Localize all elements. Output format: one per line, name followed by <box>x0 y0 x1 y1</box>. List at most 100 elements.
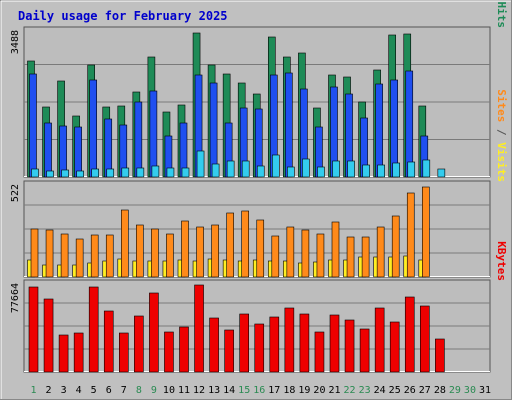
chart-title: Daily usage for February 2025 <box>18 9 228 23</box>
kbytes-bar <box>239 313 249 373</box>
pages-bar <box>106 168 115 178</box>
files-bar <box>104 118 113 178</box>
files-bar <box>390 79 399 178</box>
sites-bar <box>316 233 325 278</box>
files-bar <box>89 79 97 178</box>
panel-hits-files-pages-ymax-label: 3488 <box>10 30 21 54</box>
files-bar <box>134 101 143 178</box>
sites-bar <box>181 220 189 278</box>
day-label: 3 <box>61 385 67 396</box>
pages-bar <box>196 150 205 178</box>
day-label: 9 <box>151 385 157 396</box>
pages-bar <box>211 163 220 178</box>
day-label: 29 <box>449 385 461 396</box>
pages-bar <box>332 160 340 178</box>
series-label-part: Sites <box>495 89 508 122</box>
pages-bar <box>91 168 99 178</box>
kbytes-bar <box>43 298 54 373</box>
day-label: 17 <box>268 385 280 396</box>
kbytes-bar <box>134 315 144 373</box>
day-label: 12 <box>193 385 205 396</box>
sites-bar <box>241 210 249 278</box>
kbytes-bar <box>179 326 189 373</box>
files-bar <box>285 72 293 178</box>
pages-bar <box>46 170 54 178</box>
sites-bar <box>196 226 204 278</box>
sites-bar <box>406 192 415 278</box>
sites-bar <box>166 233 174 278</box>
files-bar <box>149 90 158 178</box>
day-label: 21 <box>328 385 340 396</box>
sites-bar <box>90 234 99 278</box>
pages-bar <box>362 164 370 178</box>
pages-bar <box>392 162 401 178</box>
kbytes-bar <box>58 334 69 373</box>
pages-bar <box>61 169 69 178</box>
pages-bar <box>347 160 355 178</box>
day-label: 28 <box>434 385 446 396</box>
pages-bar <box>121 167 130 178</box>
pages-bar <box>181 167 190 178</box>
kbytes-bar <box>374 307 385 373</box>
sites-bar <box>376 226 385 278</box>
sites-bar <box>105 234 114 278</box>
sites-bar <box>286 226 295 278</box>
files-bar <box>375 83 383 178</box>
day-label: 30 <box>464 385 476 396</box>
day-label: 8 <box>136 385 142 396</box>
kbytes-bar <box>314 331 325 373</box>
kbytes-bar <box>404 296 415 373</box>
sites-bar <box>301 229 310 278</box>
kbytes-bar <box>73 332 84 373</box>
day-label: 5 <box>91 385 97 396</box>
series-label-part: / <box>495 122 508 142</box>
kbytes-bar <box>284 307 295 373</box>
kbytes-bar <box>435 338 445 373</box>
chart-panels: 3488 Pages / Files / Hits 522 Sites / Visit… <box>10 0 508 373</box>
day-label: 2 <box>46 385 52 396</box>
kbytes-bar <box>88 286 99 373</box>
sites-bar <box>346 236 355 278</box>
day-label: 10 <box>163 385 175 396</box>
files-bar <box>74 126 82 178</box>
sites-bar <box>331 221 340 278</box>
sites-bar <box>361 236 370 278</box>
pages-bar <box>241 160 250 178</box>
day-label: 23 <box>359 385 371 396</box>
sites-bar <box>136 224 144 278</box>
series-label-part: Visits <box>495 142 508 182</box>
day-axis-labels: 1 2 3 4 5 6 7 8 9 10 11 12 13 14 15 16 17 18 19 20 21 22 23 24 2… <box>30 385 491 396</box>
pages-bar <box>271 154 280 178</box>
day-label: 6 <box>106 385 112 396</box>
series-label-part: Hits <box>495 2 508 29</box>
kbytes-bar <box>149 292 159 373</box>
kbytes-bar <box>194 284 204 373</box>
pages-bar <box>151 165 160 178</box>
sites-bar <box>226 212 234 278</box>
kbytes-bar <box>329 314 340 373</box>
day-label: 19 <box>298 385 310 396</box>
kbytes-bar <box>164 331 174 373</box>
kbytes-bar <box>103 310 114 373</box>
day-label: 25 <box>389 385 401 396</box>
pages-bar <box>226 160 235 178</box>
sites-bar <box>211 224 219 278</box>
pages-bar <box>302 158 310 178</box>
pages-bar <box>287 166 295 178</box>
sites-bar <box>60 233 69 278</box>
day-label: 7 <box>121 385 127 396</box>
pages-bar <box>377 164 385 178</box>
sites-bar <box>30 228 39 278</box>
files-bar <box>405 70 414 178</box>
sites-bar <box>391 215 400 278</box>
kbytes-bar <box>224 329 234 373</box>
sites-bar <box>121 209 129 278</box>
panel-hits-files-pages-series-label: Pages / Files / Hits <box>495 0 508 28</box>
day-label: 15 <box>238 385 250 396</box>
sites-bar <box>151 228 159 278</box>
pages-bar <box>136 167 145 178</box>
files-bar <box>29 73 37 178</box>
day-label: 4 <box>76 385 82 396</box>
kbytes-bar <box>269 316 280 373</box>
day-label: 31 <box>479 385 491 396</box>
